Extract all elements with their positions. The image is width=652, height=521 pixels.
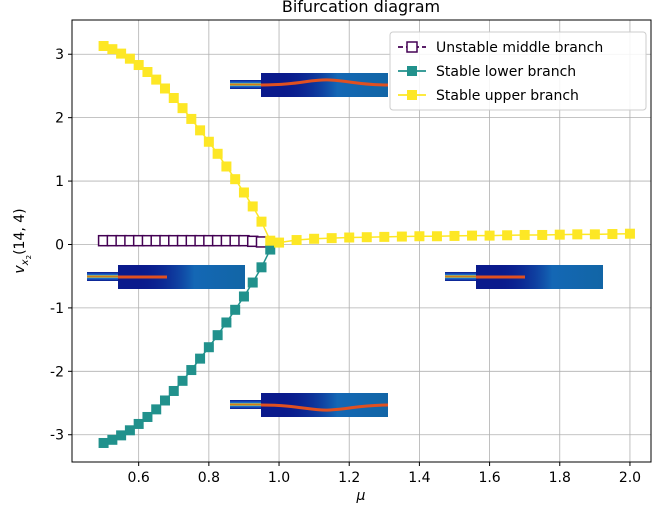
marker [589,229,600,240]
marker [107,434,118,445]
marker [177,375,188,386]
marker [502,230,513,241]
marker [256,262,267,273]
marker [133,418,144,429]
y-label-part: v [12,265,28,274]
inset [87,265,245,289]
marker [195,125,206,136]
marker [607,229,618,240]
x-tick-label: 0.6 [128,470,150,486]
x-tick-label: 1.0 [268,470,290,486]
marker [247,201,258,212]
inset [445,265,603,289]
marker [265,244,276,255]
marker [238,187,249,198]
chart-title: Bifurcation diagram [282,0,440,16]
y-label-part: 2 [25,255,33,259]
y-tick-label: -3 [50,428,64,444]
inset [230,393,389,417]
y-tick-label: 3 [55,47,64,63]
y-tick-label: -2 [50,364,64,380]
marker [379,231,390,242]
marker [247,277,258,288]
marker [142,67,153,77]
marker [291,235,302,246]
marker [484,230,495,241]
marker [168,93,179,103]
marker [230,174,241,185]
marker [361,232,372,243]
marker [151,404,162,415]
marker [431,231,442,242]
flow-insets [87,73,603,417]
marker [238,291,249,302]
y-tick-label: 1 [55,174,64,190]
x-tick-label: 1.4 [408,470,430,486]
x-axis-label: μ [356,488,366,504]
marker [572,229,583,240]
marker [519,229,530,240]
legend-marker [407,90,417,100]
marker [98,437,109,448]
marker [203,136,214,147]
legend-label: Stable upper branch [436,88,579,104]
y-tick-label: -1 [50,301,64,317]
x-tick-label: 1.2 [338,470,360,486]
marker [98,41,109,51]
legend-marker [406,41,418,53]
marker [116,430,127,441]
y-axis-label: vx2(14, 4) [12,208,33,273]
x-tick-label: 2.0 [619,470,641,486]
plot-frame [71,19,652,463]
marker [256,216,267,227]
marker [133,60,144,71]
marker [203,342,214,353]
marker [116,48,127,59]
marker [624,228,635,239]
marker [274,237,285,248]
marker [326,233,337,244]
y-tick-label: 2 [55,111,64,127]
marker [309,233,320,244]
marker [124,53,135,64]
marker [186,365,197,376]
marker [159,83,170,94]
marker [124,425,135,436]
marker [212,330,223,341]
marker [344,232,355,243]
legend-label: Unstable middle branch [436,40,603,56]
legend-marker [407,66,417,76]
marker [467,230,478,241]
marker [151,74,162,85]
marker [159,395,170,406]
marker [537,229,548,240]
marker [255,236,268,248]
marker [107,44,118,55]
marker [221,317,232,328]
marker [186,113,197,124]
y-label-part: (14, 4) [12,208,28,255]
marker [177,103,188,114]
x-tick-label: 1.6 [478,470,500,486]
marker [142,411,153,422]
marker [396,231,407,242]
marker [265,235,276,246]
x-tick-label: 0.8 [198,470,220,486]
marker [414,231,425,242]
marker [221,161,232,172]
marker [554,229,565,240]
y-tick-label: 0 [55,237,64,253]
legend-box [389,31,647,111]
inset [230,73,389,97]
marker [168,385,179,396]
marker [195,353,206,364]
legend-label: Stable lower branch [436,64,576,80]
marker [230,304,241,315]
y-label-part: x [20,259,31,266]
marker [449,230,460,241]
x-tick-label: 1.8 [549,470,571,486]
marker [212,148,223,159]
